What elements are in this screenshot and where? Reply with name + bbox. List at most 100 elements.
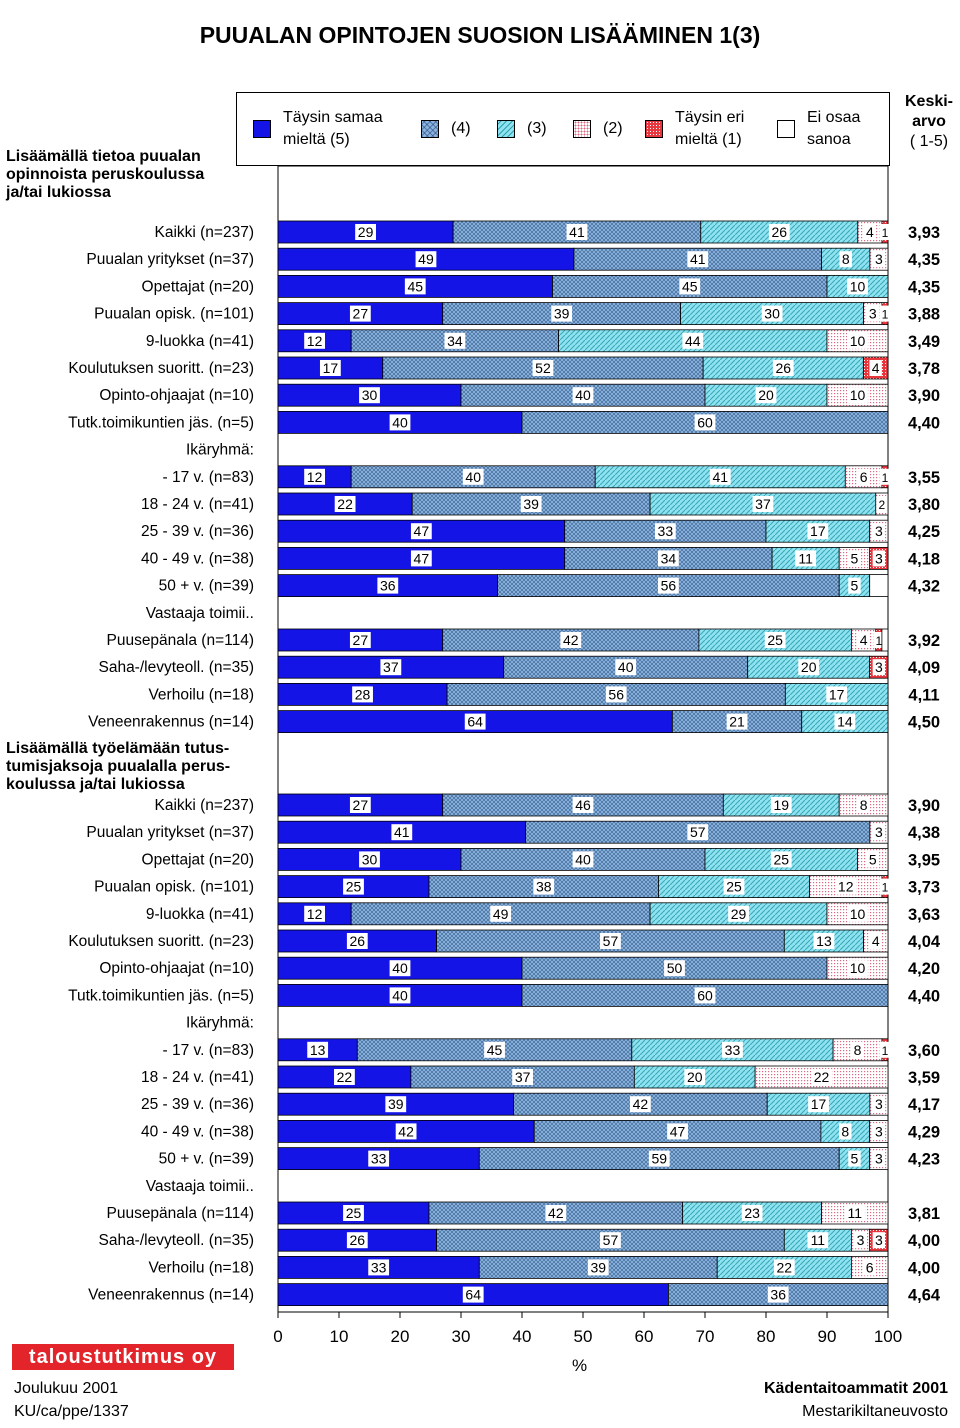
bar-value-label: 45 xyxy=(487,1042,503,1058)
bar-value-label: 1 xyxy=(882,471,889,485)
bar-label-bg xyxy=(873,632,885,648)
bar-value-label: 5 xyxy=(851,550,859,566)
bar-value-label: 17 xyxy=(810,523,826,539)
bar-label-bg xyxy=(847,332,868,349)
bar-label-bg xyxy=(755,387,777,404)
bar-label-bg xyxy=(334,1069,355,1085)
bar-label-bg xyxy=(741,1205,763,1221)
legend-swatch-1 xyxy=(645,120,663,138)
bar-label-bg xyxy=(767,1286,789,1303)
bar-label-bg xyxy=(368,1150,390,1167)
bar-value-label: 57 xyxy=(603,1232,619,1248)
bar-value-label: 8 xyxy=(854,1042,862,1058)
bar-value-label: 44 xyxy=(685,333,701,349)
legend-label-3: (3) xyxy=(527,120,547,137)
bar-label-bg xyxy=(343,1205,364,1221)
bar-value-label: 4 xyxy=(860,632,868,648)
bar-label-bg xyxy=(385,1096,407,1113)
x-tick-label: 50 xyxy=(574,1327,593,1346)
bar-value-label: 41 xyxy=(394,824,410,840)
bar-value-label: 2 xyxy=(879,498,886,512)
bar-label-bg xyxy=(764,632,786,648)
mean-value: 4,38 xyxy=(908,824,940,842)
bar-label-bg xyxy=(629,1096,651,1113)
bar-label-bg xyxy=(811,1069,832,1085)
x-tick-label: 80 xyxy=(757,1327,776,1346)
mean-value: 4,35 xyxy=(908,278,940,296)
bar-segment xyxy=(881,628,889,652)
mean-value: 4,04 xyxy=(908,933,941,951)
bar-label-bg xyxy=(346,1232,368,1249)
legend-item-2: (2) xyxy=(573,93,623,165)
row-label: Saha-/levyteoll. (n=35) xyxy=(98,1232,254,1249)
bar-value-label: 8 xyxy=(842,251,850,267)
row-label: 50 + v. (n=39) xyxy=(159,1151,254,1168)
row-label: Kaikki (n=237) xyxy=(154,797,254,814)
bar-label-bg xyxy=(532,360,554,376)
bar-label-bg xyxy=(490,905,512,922)
bar-value-label: 37 xyxy=(383,659,399,675)
bar-label-bg xyxy=(359,851,380,868)
bar-value-label: 17 xyxy=(811,1096,827,1112)
mean-value: 3,88 xyxy=(908,306,940,324)
bar-label-bg xyxy=(866,851,879,868)
bar-value-label: 4 xyxy=(866,224,874,240)
bar-label-bg xyxy=(872,550,886,567)
bar-label-bg xyxy=(872,659,886,676)
row-label: Puusepänala (n=114) xyxy=(106,1205,254,1222)
bar-value-label: 30 xyxy=(764,306,780,322)
legend-item-3: (3) xyxy=(497,93,547,165)
bar-label-bg xyxy=(304,468,325,485)
mean-value: 3,78 xyxy=(908,360,940,378)
bar-value-label: 1 xyxy=(882,1044,889,1058)
bar-value-label: 28 xyxy=(355,686,371,702)
bar-value-label: 40 xyxy=(392,960,408,976)
legend-label-1: Täysin eri mieltä (1) xyxy=(675,109,745,148)
bar-value-label: 10 xyxy=(850,278,866,294)
bar-label-bg xyxy=(391,824,413,841)
bar-value-label: 3 xyxy=(875,824,883,840)
bar-value-label: 5 xyxy=(869,851,877,867)
row-label: 50 + v. (n=39) xyxy=(159,578,254,595)
bar-label-bg xyxy=(319,360,341,376)
row-label: - 17 v. (n=83) xyxy=(163,1042,254,1059)
bar-value-label: 40 xyxy=(392,987,408,1003)
bar-value-label: 12 xyxy=(307,469,323,485)
footer-date: Joulukuu 2001 xyxy=(14,1380,119,1397)
row-label: Saha-/levyteoll. (n=35) xyxy=(98,659,254,676)
bar-label-bg xyxy=(410,550,432,567)
bar-label-bg xyxy=(869,360,882,376)
bar-label-bg xyxy=(533,878,555,895)
bar-value-label: 26 xyxy=(350,933,366,949)
bar-label-bg xyxy=(857,468,870,485)
bar-value-label: 10 xyxy=(850,387,866,403)
row-label: Puualan yritykset (n=37) xyxy=(86,251,254,268)
bar-value-label: 40 xyxy=(465,469,481,485)
bar-value-label: 13 xyxy=(816,933,832,949)
mean-value: 4,32 xyxy=(908,578,940,596)
group-subheading: Ikäryhmä: xyxy=(186,1015,254,1032)
mean-value: 4,64 xyxy=(908,1287,941,1305)
bar-label-bg xyxy=(770,851,792,868)
bar-value-label: 25 xyxy=(773,851,789,867)
bar-value-label: 42 xyxy=(633,1096,649,1112)
row-label: Tutk.toimikuntien jäs. (n=5) xyxy=(68,987,254,1004)
bar-label-bg xyxy=(368,1259,390,1276)
bar-value-label: 60 xyxy=(697,414,713,430)
row-label: 25 - 39 v. (n=36) xyxy=(141,1096,254,1113)
bar-value-label: 3 xyxy=(857,1232,865,1248)
mean-value: 3,59 xyxy=(908,1069,940,1087)
bar-label-bg xyxy=(808,1096,829,1113)
bar-label-bg xyxy=(709,468,731,485)
legend-label-4: (4) xyxy=(451,120,471,137)
bar-value-label: 25 xyxy=(726,879,742,895)
mean-value: 4,00 xyxy=(908,1232,940,1250)
bar-value-label: 30 xyxy=(362,387,378,403)
bar-value-label: 3 xyxy=(875,1232,883,1248)
footer-org1: Kädentaitoammatit 2001 xyxy=(763,1380,948,1397)
bar-label-bg xyxy=(687,251,709,268)
bar-label-bg xyxy=(857,797,870,813)
bar-label-bg xyxy=(872,1123,886,1140)
bar-value-label: 22 xyxy=(337,496,353,512)
bar-value-label: 26 xyxy=(771,224,787,240)
